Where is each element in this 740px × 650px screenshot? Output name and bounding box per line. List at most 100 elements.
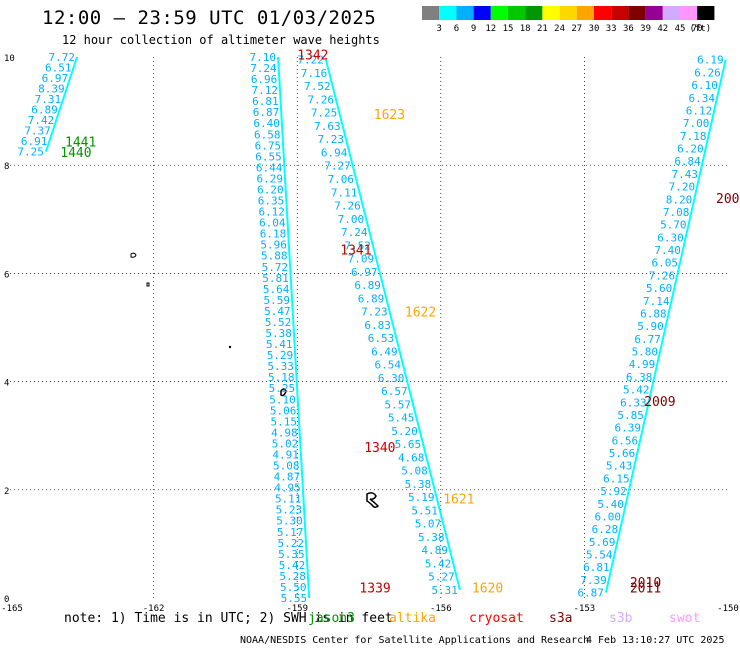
islands (130, 252, 380, 509)
colorbar-tick-label: 3 (436, 24, 441, 34)
lon-tick-label: -159 (286, 604, 308, 614)
swh-value-label: 6.87 (577, 587, 604, 600)
pass-time-label: 1440 (60, 146, 91, 161)
swh-value-label: 6.15 (603, 472, 630, 485)
swh-value-label: 6.00 (595, 510, 622, 523)
swh-value-label: 6.30 (657, 231, 684, 244)
colorbar-swatch (559, 6, 577, 20)
mission-label-cryosat: cryosat (469, 611, 524, 626)
swh-value-label: 5.85 (617, 409, 644, 422)
swh-value-label: 7.52 (304, 80, 331, 93)
colorbar-tick-label: 30 (589, 24, 600, 34)
swh-value-label: 5.10 (269, 393, 296, 406)
swh-value-label: 6.19 (697, 54, 724, 67)
colorbar-swatch (680, 6, 698, 20)
swh-value-label: 7.00 (683, 117, 710, 130)
pass-time-label: 1341 (340, 243, 371, 258)
swh-value-label: 7.31 (35, 93, 62, 106)
swh-value-label: 6.89 (354, 279, 381, 292)
colorbar-swatch (662, 6, 680, 20)
swh-value-label: 7.06 (328, 173, 355, 186)
swh-value-label: 6.40 (253, 117, 280, 130)
swh-value-label: 5.66 (609, 447, 636, 460)
swh-value-label: 6.20 (677, 143, 704, 156)
swh-value-label: 5.50 (280, 581, 307, 594)
colorbar-tick-label: 6 (454, 24, 459, 34)
track-line (277, 56, 311, 599)
swh-value-label: 5.25 (269, 382, 296, 395)
swh-value-label: 5.28 (279, 570, 306, 583)
swh-value-label: 6.81 (252, 95, 279, 108)
swh-value-label: 5.30 (276, 515, 303, 528)
footer-timestamp: 4 Feb 13:10:27 UTC 2025 (586, 635, 725, 646)
swh-value-label: 5.18 (268, 371, 295, 384)
swh-value-label: 6.44 (256, 161, 283, 174)
swh-value-label: 6.58 (254, 128, 281, 141)
mission-label-s3b: s3b (609, 611, 633, 626)
swh-value-label: 5.23 (276, 504, 303, 517)
mission-label-swot: swot (669, 611, 701, 626)
colorbar-tick-label: 70 (692, 24, 703, 34)
swh-value-label: 7.12 (251, 84, 278, 97)
swh-value-label: 5.31 (431, 584, 458, 597)
swh-value-label: 7.18 (680, 130, 707, 143)
swh-value-label: 7.26 (307, 93, 334, 106)
swh-value-label: 7.25 (17, 146, 44, 159)
axis-tick-labels: -165 -162 -159 -156 -153 -150 0 2 4 6 8 10 (1, 54, 739, 614)
colorbar-tick-label: 39 (640, 24, 651, 34)
lon-tick-label: -153 (574, 604, 596, 614)
swh-value-label: 5.43 (606, 460, 633, 473)
swh-value-label: 5.42 (623, 384, 650, 397)
swh-value-label: 6.89 (31, 104, 58, 117)
colorbar-tick-label: 42 (657, 24, 668, 34)
wave-height-colorbar: 3 6 9 12 15 18 21 24 27 30 33 36 39 42 45 70(ft) (422, 6, 715, 34)
swh-value-label: 5.90 (637, 320, 664, 333)
swh-value-label: 4.98 (271, 426, 298, 439)
swh-value-label: 6.51 (45, 62, 72, 75)
swh-value-label: 7.52 (344, 239, 371, 252)
swh-value-label: 5.20 (391, 425, 418, 438)
colorbar-tick-label: 9 (471, 24, 476, 34)
colorbar-swatch (525, 6, 543, 20)
swh-value-label: 7.24 (341, 226, 368, 239)
swh-value-label: 6.35 (258, 195, 285, 208)
swh-value-label: 6.18 (260, 228, 287, 241)
swh-value-label: 7.11 (331, 186, 358, 199)
swh-value-label: 7.10 (250, 51, 277, 64)
swh-value-label: 4.95 (274, 482, 301, 495)
pass-time-label: 2009 (644, 395, 675, 410)
swh-value-label: 6.97 (351, 266, 378, 279)
swh-value-label: 5.33 (267, 360, 294, 373)
swh-value-label: 5.81 (262, 272, 289, 285)
swh-value-label: 5.42 (425, 557, 452, 570)
swh-value-label: 7.72 (49, 51, 76, 64)
swh-value-label: 5.65 (395, 438, 422, 451)
island-shape (228, 345, 232, 349)
lat-tick-label: 10 (4, 54, 15, 64)
swh-value-label: 5.15 (271, 415, 298, 428)
lat-tick-label: 4 (4, 379, 9, 389)
pass-time-label: 2011 (630, 582, 661, 597)
swh-value-label: 7.16 (301, 67, 328, 80)
swh-value-label: 7.42 (28, 114, 55, 127)
swh-value-label: 6.04 (259, 217, 286, 230)
colorbar-swatch (611, 6, 629, 20)
swh-value-label: 7.63 (314, 120, 341, 133)
swh-value-label: 5.38 (405, 478, 432, 491)
pass-time-label: 1621 (443, 492, 474, 507)
swh-value-label: 5.22 (277, 537, 304, 550)
colorbar-swatch (542, 6, 560, 20)
swh-value-label: 5.19 (408, 491, 435, 504)
pass-time-label: 1441 (65, 135, 96, 150)
colorbar-tick-label: 21 (537, 24, 548, 34)
colorbar-swatch (594, 6, 612, 20)
swh-value-label: 6.54 (374, 359, 401, 372)
swh-value-label: 6.53 (368, 332, 395, 345)
colorbar-tick-label: 15 (503, 24, 514, 34)
swh-value-label: 6.57 (381, 385, 408, 398)
swh-value-label: 5.06 (270, 404, 297, 417)
swh-value-label: 6.12 (258, 206, 285, 219)
pass-time-label: 1620 (472, 582, 503, 597)
